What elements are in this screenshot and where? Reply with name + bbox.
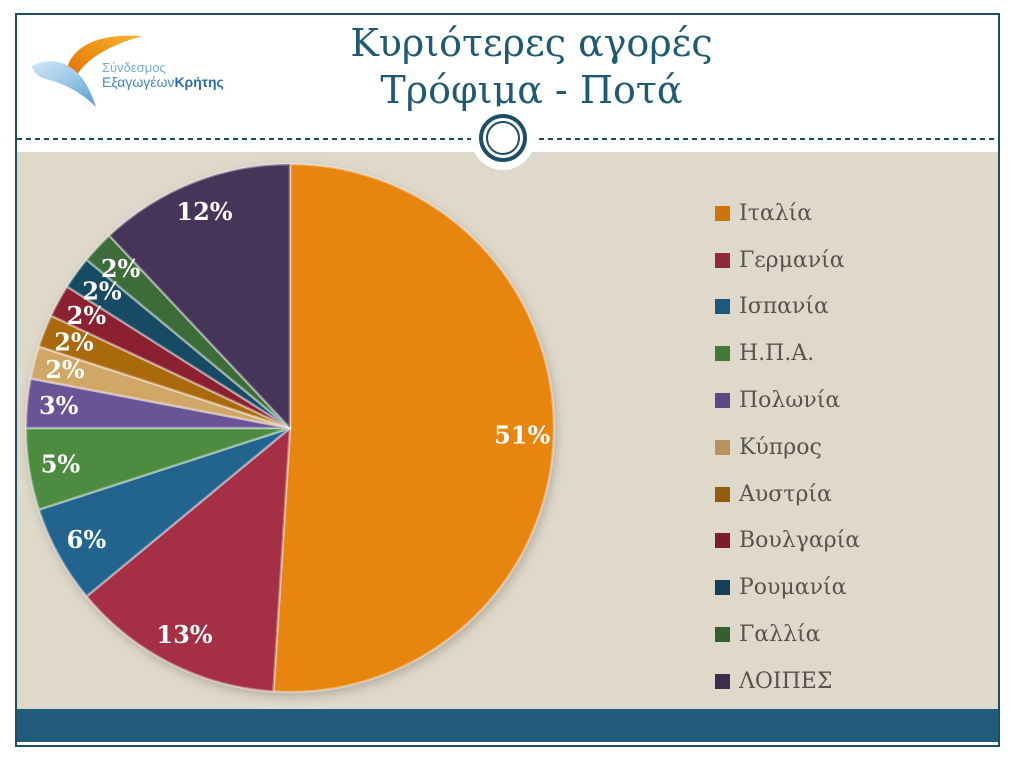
pie-slice-7	[37, 314, 292, 430]
legend-label: Γαλλία	[739, 622, 821, 648]
legend-swatch-icon	[715, 580, 730, 596]
pie-label: 2%	[54, 328, 94, 357]
legend-label: Ρουμανία	[739, 575, 847, 601]
legend-item: Ρουμανία	[715, 564, 860, 611]
pie-label: 2%	[82, 276, 122, 305]
legend-label: Βουλγαρία	[739, 528, 861, 554]
pie-label: 6%	[67, 525, 107, 554]
legend-label: Αυστρία	[739, 481, 832, 507]
legend-item: Ιταλία	[715, 190, 860, 237]
slide-title: Κυριότερες αγορές Τρόφιμα - Ποτά	[60, 20, 1003, 114]
legend-item: Πολωνία	[715, 377, 860, 424]
pie-slice-2	[85, 426, 292, 693]
pie-label: 2%	[101, 254, 141, 283]
pie-slice-10	[85, 234, 292, 430]
pie-label: 13%	[156, 620, 212, 649]
legend-swatch-icon	[715, 393, 730, 409]
legend-label: ΛΟΙΠΕΣ	[739, 668, 833, 694]
legend-item: Γερμανία	[715, 237, 860, 284]
pie-label: 2%	[45, 355, 85, 384]
logo-text: Σύνδεσμος ΕξαγωγέωνΚρήτης	[102, 60, 224, 90]
legend-label: Η.Π.Α.	[739, 341, 815, 367]
separator-circle-icon	[479, 114, 527, 162]
pie-slice-3	[37, 426, 292, 598]
logo-text-line2: ΕξαγωγέωνΚρήτης	[102, 74, 224, 90]
legend-swatch-icon	[715, 533, 730, 549]
pie-label: 5%	[41, 449, 81, 478]
logo-bird-icon	[32, 35, 143, 107]
legend-swatch-icon	[715, 252, 730, 268]
pie-label: 12%	[176, 197, 232, 226]
legend-item: Γαλλία	[715, 611, 860, 658]
legend-item: ΛΟΙΠΕΣ	[715, 658, 860, 705]
legend-swatch-icon	[715, 346, 730, 362]
legend-swatch-icon	[715, 205, 730, 221]
pie-slice-4	[24, 426, 292, 511]
slide-title-line1: Κυριότερες αγορές	[350, 21, 713, 65]
legend-item: Βουλγαρία	[715, 518, 860, 565]
pie-label: 51%	[494, 420, 550, 449]
pie-label: 3%	[39, 391, 79, 420]
pie-slice-9	[65, 258, 292, 430]
slide-title-line2: Τρόφιμα - Ποτά	[380, 68, 683, 112]
pie-slice-8	[49, 285, 292, 430]
legend-label: Κύπρος	[739, 434, 822, 460]
logo: Σύνδεσμος ΕξαγωγέωνΚρήτης	[28, 30, 228, 114]
legend-swatch-icon	[715, 299, 730, 315]
pie-slice-5	[24, 377, 292, 430]
legend-item: Κύπρος	[715, 424, 860, 471]
legend-label: Ισπανία	[739, 294, 829, 320]
legend-item: Αυστρία	[715, 471, 860, 518]
pie-label: 2%	[67, 301, 107, 330]
legend-label: Ιταλία	[739, 200, 813, 226]
legend-swatch-icon	[715, 627, 730, 643]
pie-slice-6	[29, 345, 292, 430]
legend-swatch-icon	[715, 439, 730, 455]
legend-swatch-icon	[715, 486, 730, 502]
footer-bar	[17, 709, 998, 742]
legend-swatch-icon	[715, 673, 730, 689]
pie-slice-1	[272, 162, 556, 694]
legend-label: Γερμανία	[739, 247, 845, 273]
legend-label: Πολωνία	[739, 388, 841, 414]
pie-slice-11	[108, 162, 292, 430]
chart-legend: Ιταλία Γερμανία Ισπανία Η.Π.Α. Πολωνία Κύπρος…	[715, 190, 860, 705]
legend-item: Ισπανία	[715, 284, 860, 331]
separator-circle-inner-ring	[486, 121, 520, 155]
logo-text-line1: Σύνδεσμος	[102, 60, 166, 75]
legend-item: Η.Π.Α.	[715, 330, 860, 377]
